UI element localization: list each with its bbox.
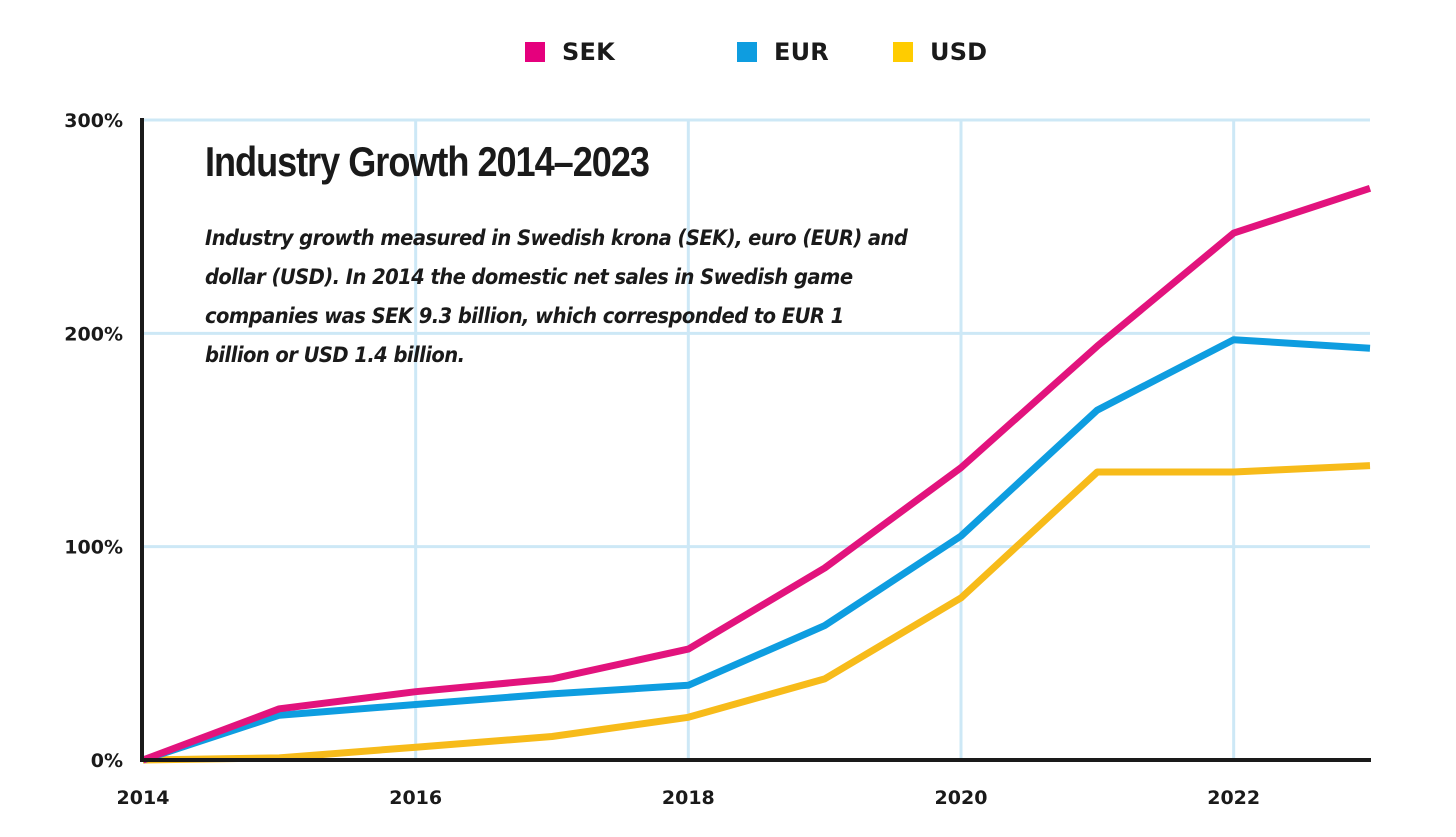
legend-label-usd: USD	[930, 38, 988, 66]
y-tick-label: 200%	[64, 323, 123, 345]
series-line-eur	[141, 336, 1371, 764]
y-tick-label: 0%	[91, 750, 123, 772]
chart-subtitle: Industry growth measured in Swedish kron…	[205, 226, 908, 367]
x-tick-label: 2016	[389, 787, 442, 809]
legend: SEK EUR USD	[0, 38, 1456, 72]
y-tick-label: 300%	[64, 110, 123, 132]
axes	[140, 118, 1371, 762]
legend-swatch-usd	[893, 42, 913, 62]
legend-item-sek[interactable]: SEK	[525, 38, 615, 66]
x-tick-label: 2014	[117, 787, 170, 809]
x-tick-labels: 2014 2016 2018 2020 2022	[117, 787, 1261, 809]
legend-swatch-eur	[737, 42, 757, 62]
chart-title: Industry Growth 2014–2023	[205, 138, 650, 185]
x-tick-label: 2020	[935, 787, 988, 809]
legend-item-usd[interactable]: USD	[893, 38, 987, 66]
series-line-sek	[141, 184, 1372, 764]
x-tick-label: 2022	[1207, 787, 1260, 809]
legend-item-eur[interactable]: EUR	[737, 38, 829, 66]
grid-lines	[143, 118, 1370, 760]
y-tick-label: 100%	[64, 537, 123, 559]
legend-swatch-sek	[525, 42, 545, 62]
y-tick-labels: 0% 100% 200% 300%	[64, 110, 123, 772]
x-tick-label: 2018	[662, 787, 715, 809]
legend-label-sek: SEK	[562, 38, 615, 66]
series-lines	[141, 184, 1372, 764]
series-line-usd	[142, 462, 1371, 764]
legend-label-eur: EUR	[774, 38, 829, 66]
